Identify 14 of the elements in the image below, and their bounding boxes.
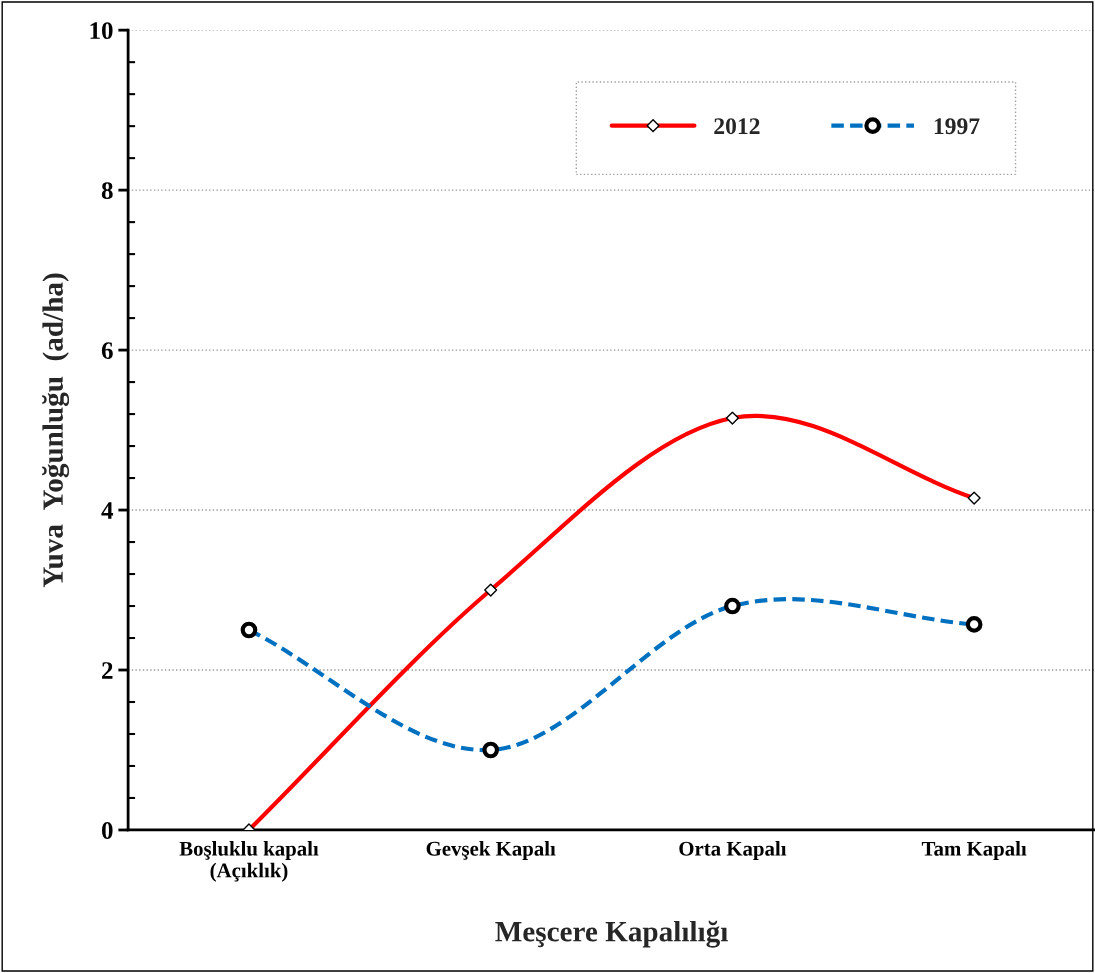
y-tick-label: 0 (101, 822, 113, 839)
y-tick-label: 10 (90, 22, 113, 40)
y-axis-title: Yuva Yoğunluğu (ad/ha) (42, 273, 70, 588)
y-tick-label: 6 (101, 342, 113, 360)
x-axis-title: Meşcere Kapalılığı (495, 920, 728, 948)
legend-label: 2012 (714, 118, 760, 135)
x-tick-label: Tam Kapalı (921, 841, 1027, 860)
y-tick-label: 4 (101, 502, 114, 519)
x-tick-label: Boşluklu kapalı (Açıklık) (179, 841, 319, 882)
y-tick-label: 8 (101, 182, 113, 200)
y-tick-label: 2 (102, 662, 113, 679)
x-tick-label: Gevşek Kapalı (426, 841, 556, 860)
x-tick-label: Orta Kapalı (679, 841, 787, 860)
legend-label: 1997 (934, 118, 980, 135)
